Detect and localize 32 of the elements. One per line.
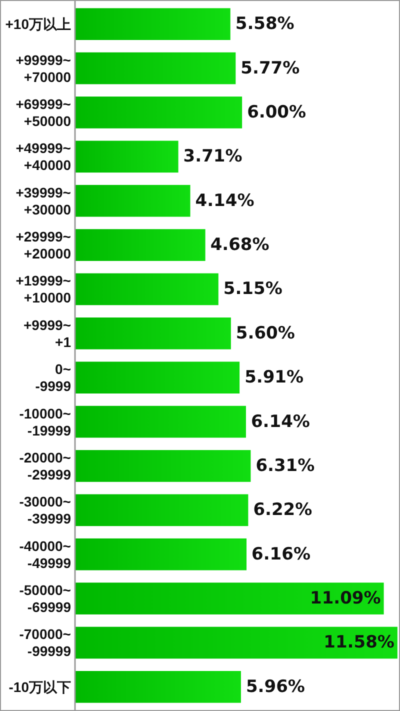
data-label: 6.22% (253, 500, 312, 520)
y-tick-label: +9999~ +1 (24, 316, 72, 350)
y-tick-label: -70000~ -99999 (19, 626, 72, 660)
y-tick-label: +99999~ +70000 (16, 52, 72, 85)
y-tick-label: +19999~ +10000 (16, 272, 72, 306)
data-label: 4.68% (210, 235, 270, 256)
data-label: 5.15% (223, 279, 282, 300)
data-label: 5.91% (244, 368, 304, 388)
data-label: 11.09% (310, 588, 381, 609)
y-tick-label: -30000~ -39999 (19, 494, 72, 527)
data-label: 5.96% (246, 676, 305, 697)
y-tick-label: -10万以下 (8, 678, 71, 695)
y-tick-label: +29999~ +20000 (16, 228, 72, 262)
y-tick-label: -40000~ -49999 (19, 538, 72, 571)
data-label: 6.00% (247, 102, 306, 122)
y-tick-label: 0~ -9999 (35, 361, 72, 394)
y-tick-label: +69999~ +50000 (16, 96, 72, 129)
data-label: 4.14% (195, 190, 254, 211)
data-label: 5.58% (235, 14, 294, 34)
y-tick-label: +49999~ +40000 (16, 140, 72, 174)
data-label: 3.71% (183, 146, 242, 167)
data-label: 11.58% (324, 632, 394, 653)
y-tick-label: +39999~ +30000 (16, 184, 72, 218)
y-tick-label: -10000~ -19999 (19, 405, 72, 438)
data-label: 5.60% (236, 323, 295, 344)
data-label: 6.31% (256, 456, 315, 476)
y-tick-label: +10万以上 (5, 16, 71, 32)
data-label: 6.16% (252, 544, 311, 564)
y-tick-label: -50000~ -69999 (19, 582, 72, 616)
data-label: 5.77% (240, 58, 300, 78)
data-label: 6.14% (250, 412, 310, 432)
y-tick-label: -20000~ -29999 (19, 449, 72, 482)
